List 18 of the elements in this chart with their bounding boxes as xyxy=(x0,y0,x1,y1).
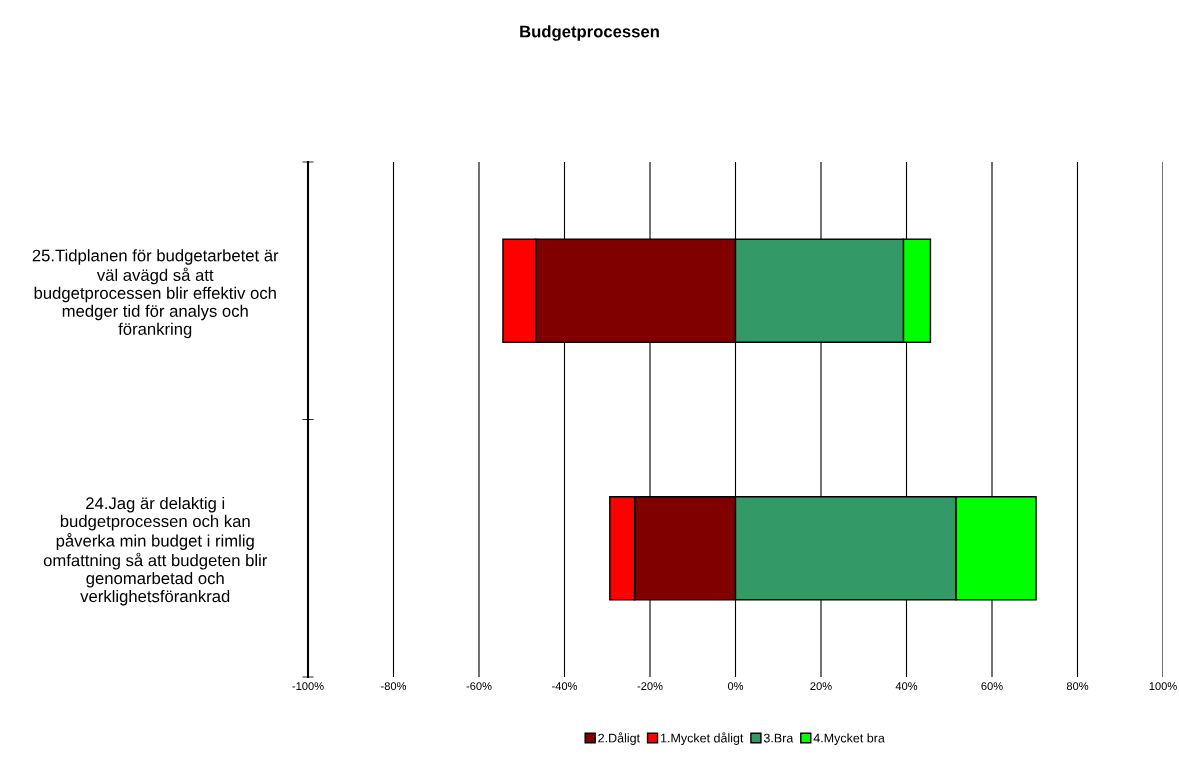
x-tick-label: 0% xyxy=(727,682,744,691)
x-tick-label: 60% xyxy=(981,682,1003,691)
legend-label: 1.Mycket dåligt xyxy=(661,732,744,745)
x-tick-label: -40% xyxy=(552,682,578,691)
chart-title: Budgetprocessen xyxy=(520,25,659,41)
y-tick-label: 24.Jag är delaktig i budgetprocessen och kan påverka min budget i rimlig omfattning så att budgeten blir genomarbetad och verklighetsförankrad xyxy=(43,496,268,606)
x-tick-label: 20% xyxy=(810,682,832,691)
x-tick-label: -60% xyxy=(466,682,492,691)
legend-label: 4.Mycket bra xyxy=(813,733,885,745)
x-tick-label: 40% xyxy=(895,682,918,691)
x-tick-label: -20% xyxy=(637,682,663,691)
y-tick-label: 25.Tidplanen för budgetarbetet är väl avägd så att budgetprocessen blir effektiv och medger tid för analys och förankring xyxy=(32,249,279,339)
legend-label: 2.Dåligt xyxy=(598,732,640,745)
x-tick-label: 100% xyxy=(1149,682,1177,691)
x-tick-label: -80% xyxy=(381,682,407,691)
legend-label: 3.Bra xyxy=(763,733,794,743)
x-tick-label: -100% xyxy=(292,682,324,691)
x-tick-label: 80% xyxy=(1066,682,1089,691)
